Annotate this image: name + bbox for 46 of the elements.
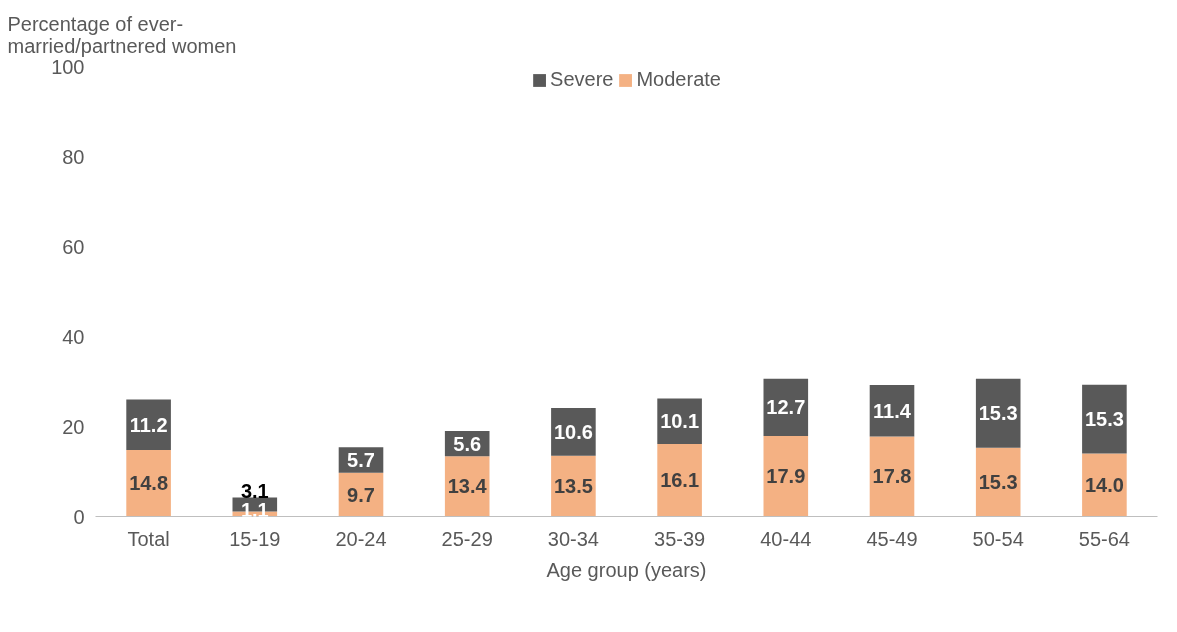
y-tick-label: 80 bbox=[62, 145, 85, 168]
bar bbox=[975, 378, 1021, 448]
x-tick-label: 35-39 bbox=[654, 527, 706, 550]
legend-label: Severe bbox=[550, 68, 614, 91]
x-tick-label: Total bbox=[127, 527, 170, 550]
bar bbox=[975, 447, 1021, 517]
y-tick-label: 60 bbox=[62, 235, 85, 258]
data-label: 9.7 bbox=[347, 483, 375, 506]
x-tick-label: 45-49 bbox=[866, 527, 918, 550]
data-label: 17.8 bbox=[872, 465, 912, 488]
data-label: 15.3 bbox=[1084, 408, 1124, 431]
data-label: 12.7 bbox=[766, 396, 806, 419]
y-tick-label: 40 bbox=[62, 325, 85, 348]
data-label: 11.4 bbox=[873, 399, 912, 422]
bar bbox=[657, 444, 702, 517]
data-label: 5.6 bbox=[453, 432, 482, 455]
data-label: 14.8 bbox=[129, 472, 169, 495]
data-label: 15.3 bbox=[978, 471, 1018, 494]
bar bbox=[869, 436, 915, 517]
y-tick-label: 0 bbox=[73, 505, 85, 528]
data-label: 17.9 bbox=[766, 465, 806, 488]
data-label: 15.3 bbox=[978, 402, 1018, 425]
y-tick-label: 20 bbox=[62, 415, 85, 438]
data-label: 10.1 bbox=[660, 410, 700, 433]
bar bbox=[763, 378, 809, 436]
x-tick-label: 25-29 bbox=[441, 527, 493, 550]
data-label: 11.2 bbox=[129, 413, 168, 436]
x-tick-label: 15-19 bbox=[229, 527, 281, 550]
bar bbox=[763, 435, 809, 517]
data-label: 5.7 bbox=[347, 449, 375, 472]
x-tick-label: 50-54 bbox=[972, 527, 1024, 550]
bar bbox=[1082, 384, 1127, 454]
data-label: 14.0 bbox=[1084, 474, 1124, 496]
data-label: 13.5 bbox=[553, 475, 593, 498]
data-label: 3.1 bbox=[240, 479, 269, 502]
legend-label: Moderate bbox=[636, 68, 721, 91]
x-tick-label: 40-44 bbox=[760, 527, 812, 550]
x-tick-label: 55-64 bbox=[1078, 527, 1130, 550]
data-label: 16.1 bbox=[660, 469, 700, 492]
y-axis-title: Percentage of ever-married/partnered women bbox=[7, 12, 237, 57]
data-label: 10.6 bbox=[553, 420, 593, 443]
data-label: 13.4 bbox=[447, 475, 488, 498]
x-tick-label: 30-34 bbox=[547, 527, 599, 550]
x-axis-title: Age group (years) bbox=[546, 558, 707, 581]
bar bbox=[444, 456, 490, 517]
x-tick-label: 20-24 bbox=[335, 527, 387, 550]
